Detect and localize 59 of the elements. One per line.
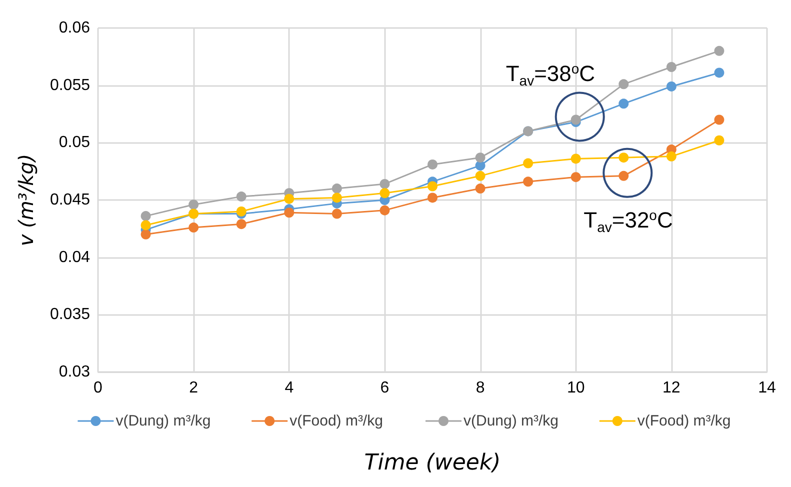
- point: [666, 151, 676, 162]
- y-tick-label: 0.06: [58, 20, 90, 36]
- point: [570, 154, 581, 164]
- point: [714, 114, 724, 125]
- point: [380, 205, 390, 216]
- point: [284, 208, 294, 218]
- y-tick-label: 0.045: [50, 192, 90, 208]
- legend-label: v(Dung) m³/kg: [464, 412, 559, 430]
- point: [618, 170, 629, 181]
- point: [618, 98, 629, 109]
- point: [140, 229, 151, 240]
- point: [188, 222, 199, 233]
- legend-label: v(Food) m³/kg: [290, 412, 383, 430]
- point: [284, 194, 294, 204]
- x-tick-label: 14: [758, 380, 776, 396]
- x-tick-label: 6: [380, 380, 390, 396]
- legend-label: v(Food) m³/kg: [637, 412, 731, 430]
- y-tick-label: 0.04: [58, 248, 90, 266]
- point: [140, 220, 151, 230]
- point: [140, 211, 151, 222]
- point: [475, 170, 486, 181]
- x-tick-label: 8: [476, 380, 485, 396]
- y-axis-title: v (m³/kg): [14, 154, 38, 246]
- point: [428, 181, 438, 192]
- point: [666, 62, 676, 72]
- y-tick-label: 0.035: [50, 306, 90, 324]
- point: [236, 192, 246, 202]
- point: [523, 176, 534, 187]
- point: [236, 219, 246, 230]
- point: [714, 135, 724, 146]
- y-tick-label: 0.05: [58, 134, 90, 152]
- point: [475, 152, 486, 163]
- point: [332, 208, 342, 219]
- point: [332, 192, 342, 203]
- point: [380, 178, 390, 189]
- x-tick-label: 0: [94, 380, 103, 396]
- point: [523, 158, 534, 168]
- point: [380, 188, 390, 198]
- point: [332, 184, 342, 194]
- point: [428, 192, 438, 203]
- point: [428, 159, 438, 170]
- point: [618, 152, 629, 163]
- point: [714, 68, 724, 78]
- point: [714, 46, 724, 56]
- legend-label: v(Dung) m³/kg: [116, 412, 211, 430]
- x-tick-label: 10: [566, 380, 585, 396]
- point: [666, 81, 676, 92]
- x-axis-title: Time (week): [364, 450, 501, 476]
- point: [570, 172, 581, 182]
- point: [188, 200, 199, 210]
- y-tick-label: 0.055: [50, 76, 90, 94]
- x-tick-label: 2: [189, 380, 198, 396]
- point: [475, 184, 486, 194]
- point: [236, 206, 246, 216]
- x-tick-label: 12: [662, 380, 680, 396]
- x-tick-label: 4: [284, 380, 294, 396]
- point: [570, 114, 581, 125]
- point: [618, 79, 629, 90]
- y-tick-label: 0.03: [58, 364, 90, 380]
